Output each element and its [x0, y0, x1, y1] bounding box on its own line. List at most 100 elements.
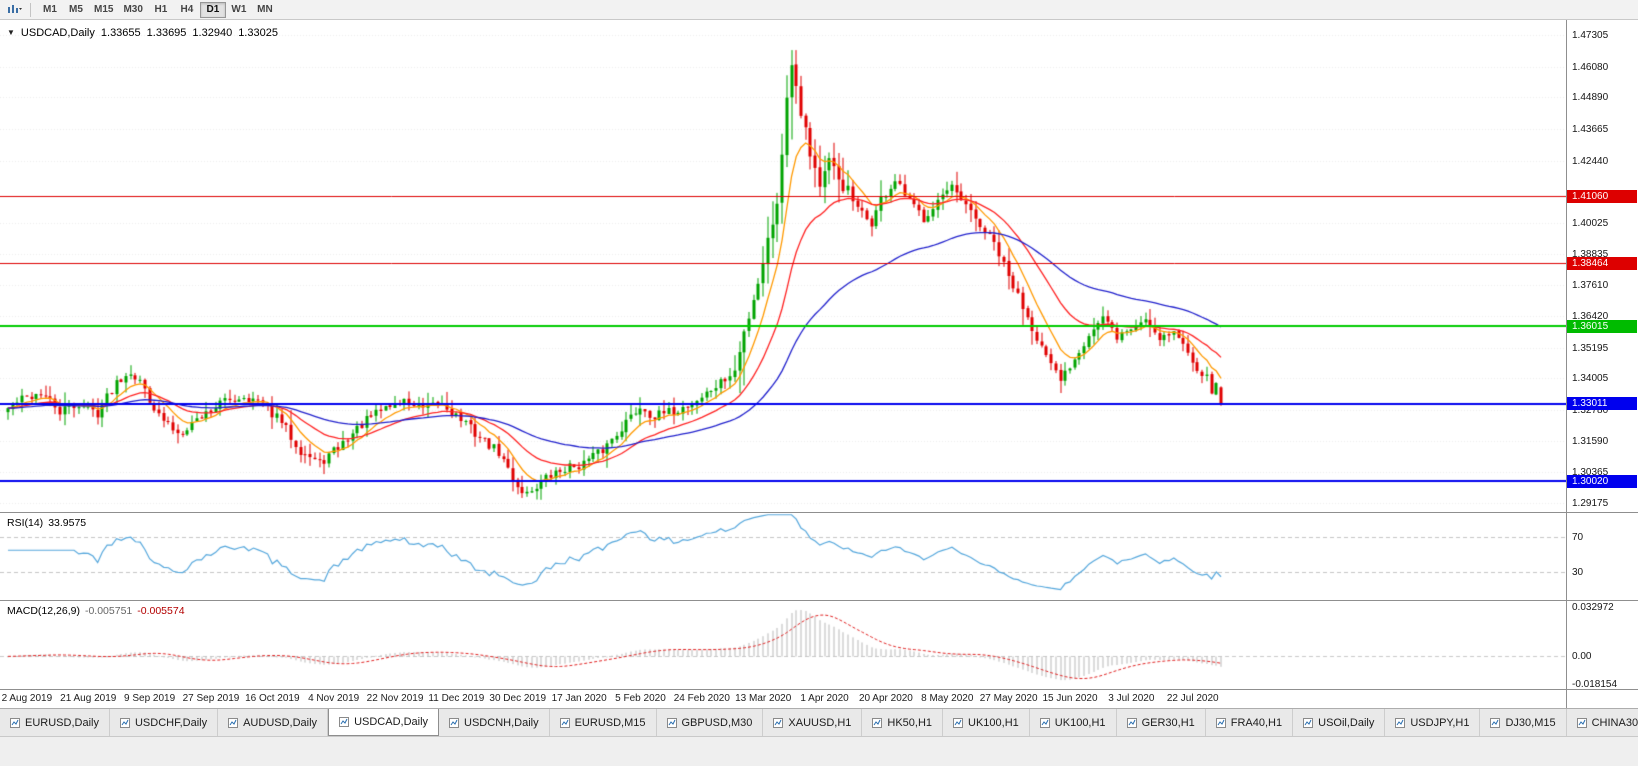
chart-tab-dj30-m15[interactable]: DJ30,M15: [1480, 709, 1567, 736]
chart-tab-label: UK100,H1: [968, 716, 1019, 729]
panel-separator[interactable]: [0, 600, 1638, 601]
macd-level-label: -0.018154: [1572, 678, 1618, 690]
toolbar-separator: [30, 2, 31, 17]
price-axis-separator: [1566, 20, 1567, 708]
price-tick-label: 1.29175: [1572, 497, 1609, 509]
price-tick-label: 1.38835: [1572, 248, 1609, 260]
timeframe-button-mn[interactable]: MN: [252, 2, 278, 18]
chart-menu-icon[interactable]: ▼: [7, 28, 15, 37]
chart-tab-label: CHINA300,H4: [1591, 716, 1638, 729]
price-line-badge: 1.41060: [1567, 189, 1637, 203]
chart-tab-ger30-h1[interactable]: GER30,H1: [1117, 709, 1206, 736]
chart-tab-fra40-h1[interactable]: FRA40,H1: [1206, 709, 1294, 736]
price-line-badge: 1.33011: [1567, 397, 1637, 411]
chart-tab-label: USDJPY,H1: [1410, 716, 1470, 729]
chart-tab-icon: [953, 717, 964, 728]
chart-tab-icon: [119, 717, 130, 728]
date-tick-label: 4 Nov 2019: [308, 693, 360, 704]
chart-tab-label: XAUUSD,H1: [788, 716, 852, 729]
chart-tab-icon: [1490, 717, 1501, 728]
date-tick-label: 5 Feb 2020: [615, 693, 666, 704]
time-axis[interactable]: 2 Aug 2019 21 Aug 2019 9 Sep 2019 27 Sep 20…: [0, 690, 1566, 708]
date-tick-label: 27 May 2020: [979, 693, 1038, 704]
panel-separator[interactable]: [0, 512, 1638, 513]
chart-tab-china300-h4[interactable]: CHINA300,H4: [1567, 709, 1638, 736]
date-tick-label: 16 Oct 2019: [245, 693, 300, 704]
quote-close: 1.33025: [238, 27, 278, 39]
timeframe-toolbar: M1 M5 M15 M30 H1 H4 D1 W1 MN: [0, 0, 1638, 20]
macd-signal-value: -0.005574: [137, 605, 185, 617]
timeframe-button-d1[interactable]: D1: [199, 1, 226, 18]
chart-tab-icon: [1126, 717, 1137, 728]
panel-separator: [0, 689, 1638, 690]
rsi-level-label: 70: [1572, 531, 1584, 543]
rsi-panel-canvas[interactable]: [0, 513, 1566, 599]
date-tick-label: 11 Dec 2019: [428, 693, 485, 704]
timeframe-button-h1[interactable]: H1: [148, 2, 174, 18]
chart-tab-icon: [666, 717, 677, 728]
chart-type-icon[interactable]: [4, 2, 24, 18]
timeframe-button-m30[interactable]: M30: [118, 2, 147, 18]
chart-tab-icon: [1039, 717, 1050, 728]
quote-low: 1.32940: [192, 27, 233, 39]
price-tick-label: 1.46080: [1572, 61, 1609, 73]
chart-symbol-period: USDCAD,Daily: [20, 27, 95, 39]
price-tick-label: 1.40025: [1572, 217, 1609, 229]
price-tick-label: 1.30365: [1572, 467, 1609, 479]
macd-panel-canvas[interactable]: [0, 601, 1566, 688]
date-tick-label: 15 Jun 2020: [1042, 693, 1098, 704]
chart-tab-label: USOil,Daily: [1318, 716, 1375, 729]
chart-tab-icon: [1395, 717, 1406, 728]
chart-tab-usdjpy-h1[interactable]: USDJPY,H1: [1385, 709, 1481, 736]
timeframe-button-h4[interactable]: H4: [174, 2, 200, 18]
price-line-badge: 1.30020: [1567, 474, 1637, 488]
rsi-name: RSI(14): [7, 517, 44, 529]
quote-open: 1.33655: [100, 27, 141, 39]
macd-indicator-label: MACD(12,26,9) -0.005751 -0.005574: [7, 605, 185, 617]
chart-tab-label: USDCAD,Daily: [354, 716, 429, 728]
chart-tab-label: GER30,H1: [1141, 716, 1195, 729]
chart-tab-usdcad-daily[interactable]: USDCAD,Daily: [328, 709, 440, 736]
chart-tab-label: GBPUSD,M30: [681, 716, 753, 729]
chart-tab-uk100-h1[interactable]: UK100,H1: [1030, 709, 1117, 736]
chart-tab-icon: [10, 717, 20, 728]
date-tick-label: 1 Apr 2020: [800, 693, 849, 704]
timeframe-button-m5[interactable]: M5: [63, 2, 89, 18]
chart-header: ▼ USDCAD,Daily 1.33655 1.33695 1.32940 1…: [7, 27, 278, 39]
timeframe-buttons: M1 M5 M15 M30 H1 H4 D1 W1 MN: [37, 1, 278, 18]
chart-tab-label: EURUSD,M15: [574, 716, 646, 729]
date-tick-label: 21 Aug 2019: [60, 693, 117, 704]
chart-tab-usdcnh-daily[interactable]: USDCNH,Daily: [439, 709, 550, 736]
price-tick-label: 1.42440: [1572, 155, 1609, 167]
timeframe-button-w1[interactable]: W1: [226, 2, 252, 18]
chart-tab-eurusd-daily[interactable]: EURUSD,Daily: [0, 709, 110, 736]
macd-main-value: -0.005751: [84, 605, 133, 617]
price-tick-label: 1.47305: [1572, 29, 1609, 41]
date-tick-label: 2 Aug 2019: [1, 693, 53, 704]
chart-tab-gbpusd-m30[interactable]: GBPUSD,M30: [657, 709, 764, 736]
chart-tab-icon: [1576, 717, 1587, 728]
chart-tab-xauusd-h1[interactable]: XAUUSD,H1: [763, 709, 863, 736]
chart-tab-usoil-daily[interactable]: USOil,Daily: [1293, 709, 1386, 736]
chart-tab-label: HK50,H1: [887, 716, 933, 729]
chart-tab-icon: [228, 717, 239, 728]
chart-tab-icon: [773, 717, 784, 728]
chart-tab-uk100-h1[interactable]: UK100,H1: [943, 709, 1030, 736]
rsi-indicator-label: RSI(14) 33.9575: [7, 517, 86, 529]
macd-name: MACD(12,26,9): [7, 605, 80, 617]
date-tick-label: 22 Nov 2019: [366, 693, 424, 704]
timeframe-button-m1[interactable]: M1: [37, 2, 63, 18]
chart-tab-eurusd-m15[interactable]: EURUSD,M15: [550, 709, 657, 736]
date-tick-label: 17 Jan 2020: [551, 693, 607, 704]
price-chart-canvas[interactable]: [0, 20, 1566, 512]
date-tick-label: 8 May 2020: [921, 693, 974, 704]
date-tick-label: 9 Sep 2019: [124, 693, 176, 704]
timeframe-button-m15[interactable]: M15: [89, 2, 118, 18]
chart-tab-hk50-h1[interactable]: HK50,H1: [862, 709, 944, 736]
date-tick-label: 13 Mar 2020: [735, 693, 792, 704]
chart-tab-icon: [1215, 717, 1226, 728]
date-tick-label: 27 Sep 2019: [182, 693, 240, 704]
chart-tab-usdchf-daily[interactable]: USDCHF,Daily: [110, 709, 219, 736]
quote-high: 1.33695: [146, 27, 187, 39]
chart-tab-audusd-daily[interactable]: AUDUSD,Daily: [218, 709, 329, 736]
